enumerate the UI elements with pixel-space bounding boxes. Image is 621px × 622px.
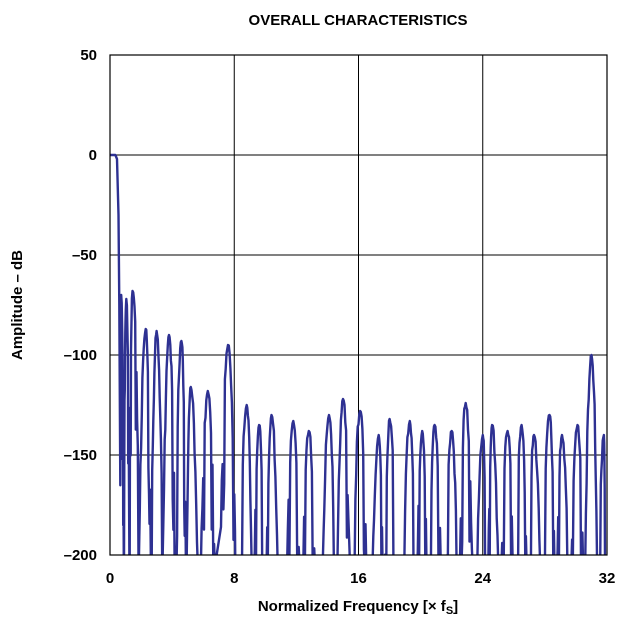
x-axis-ticks: 0 8 16 24 32 [106,570,616,587]
x-tick-label: 32 [599,570,616,587]
y-axis-label: Amplitude – dB [9,250,26,360]
y-tick-label: –100 [64,347,97,364]
y-tick-label: 0 [89,147,97,164]
x-axis-label-main: Normalized Frequency [× f [258,598,447,615]
x-tick-label: 8 [230,570,238,587]
series-layer [110,153,607,555]
y-tick-label: –200 [64,547,97,564]
chart-title: OVERALL CHARACTERISTICS [249,12,468,29]
x-tick-label: 16 [350,570,367,587]
y-axis-ticks: 50 0 –50 –100 –150 –200 [64,47,97,564]
grid-lines [110,55,607,555]
plot-frame [109,54,608,556]
y-tick-label: 50 [80,47,97,64]
x-tick-label: 0 [106,570,114,587]
y-tick-label: –50 [72,247,97,264]
x-axis-label-sub: S [446,605,453,617]
x-axis-label: Normalized Frequency [× fS] [258,598,458,617]
y-tick-label: –150 [64,447,97,464]
x-axis-label-end: ] [453,598,458,615]
x-tick-label: 24 [474,570,491,587]
response-line [110,153,607,555]
